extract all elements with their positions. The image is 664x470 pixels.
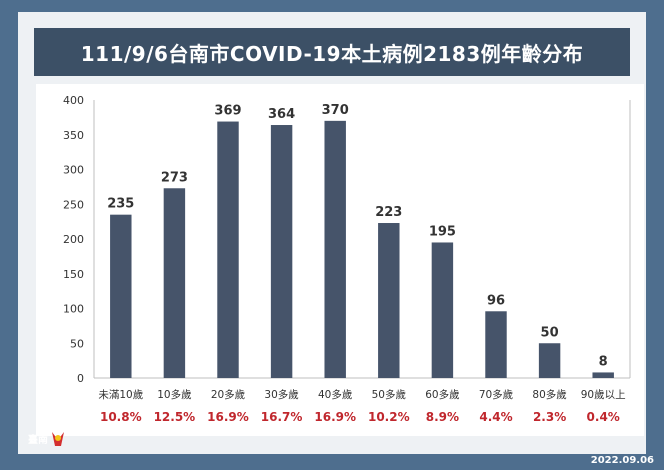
chart-title: 111/9/6台南市COVID-19本土病例2183例年齡分布 [34, 28, 630, 76]
x-category-label: 90歲以上 [581, 388, 626, 401]
bar [378, 223, 400, 378]
bar-value-label: 223 [375, 205, 402, 220]
bar [538, 343, 561, 378]
bar [592, 372, 614, 378]
x-category-label: 80多歲 [532, 388, 566, 401]
y-tick-label: 350 [63, 129, 84, 142]
bar-value-label: 195 [429, 224, 456, 239]
bar [163, 188, 186, 378]
percent-label: 16.7% [261, 410, 303, 424]
bar [217, 121, 239, 379]
x-category-label: 未滿10歲 [98, 388, 143, 401]
bar-value-label: 273 [161, 170, 188, 185]
chart-card: 111/9/6台南市COVID-19本土病例2183例年齡分布 0 50 100 15… [18, 12, 646, 454]
percent-label: 2.3% [533, 410, 566, 424]
x-category-label: 70多歲 [479, 388, 513, 401]
percent-label: 8.9% [426, 410, 459, 424]
x-category-label: 20多歲 [211, 388, 245, 401]
y-tick-label: 100 [63, 303, 84, 316]
y-tick-label: 50 [70, 337, 84, 350]
bar [431, 242, 454, 378]
bar-value-label: 369 [214, 104, 241, 119]
percent-label: 10.8% [100, 410, 142, 424]
percent-label: 4.4% [479, 410, 512, 424]
bar-value-label: 370 [322, 103, 349, 118]
y-tick-label: 250 [63, 198, 84, 211]
bar [270, 125, 293, 378]
bar-value-label: 8 [599, 354, 608, 369]
percent-label: 0.4% [587, 410, 620, 424]
percent-label: 10.2% [368, 410, 410, 424]
bar [324, 120, 346, 378]
plot-area: 0 50 100 150 200 250 300 350 400 235 未滿10歲 10.8% 273… [36, 84, 644, 436]
y-tick-label: 300 [63, 164, 84, 177]
bar-value-label: 364 [268, 107, 295, 122]
y-tick-label: 200 [63, 233, 84, 246]
percent-label: 16.9% [314, 410, 356, 424]
bar-value-label: 235 [107, 197, 134, 212]
y-tick-label: 150 [63, 268, 84, 281]
bar-chart: 0 50 100 150 200 250 300 350 400 235 未滿10歲 10.8% 273… [63, 94, 631, 424]
percent-label: 16.9% [207, 410, 249, 424]
logo-text: 臺南 [28, 433, 48, 446]
x-category-label: 30多歲 [264, 388, 298, 401]
bar-value-label: 50 [541, 325, 559, 340]
percent-label: 12.5% [154, 410, 196, 424]
x-category-label: 60多歲 [425, 388, 459, 401]
bar [485, 311, 507, 378]
bar [110, 214, 132, 378]
tainan-city-logo-icon: 臺南 [28, 428, 68, 450]
x-category-label: 40多歲 [318, 388, 352, 401]
date-stamp: 2022.09.06 [590, 455, 654, 466]
y-tick-label: 0 [77, 372, 84, 385]
x-category-label: 50多歲 [372, 388, 406, 401]
y-tick-label: 400 [63, 94, 84, 107]
bar-value-label: 96 [487, 293, 505, 308]
x-category-label: 10多歲 [157, 388, 191, 401]
